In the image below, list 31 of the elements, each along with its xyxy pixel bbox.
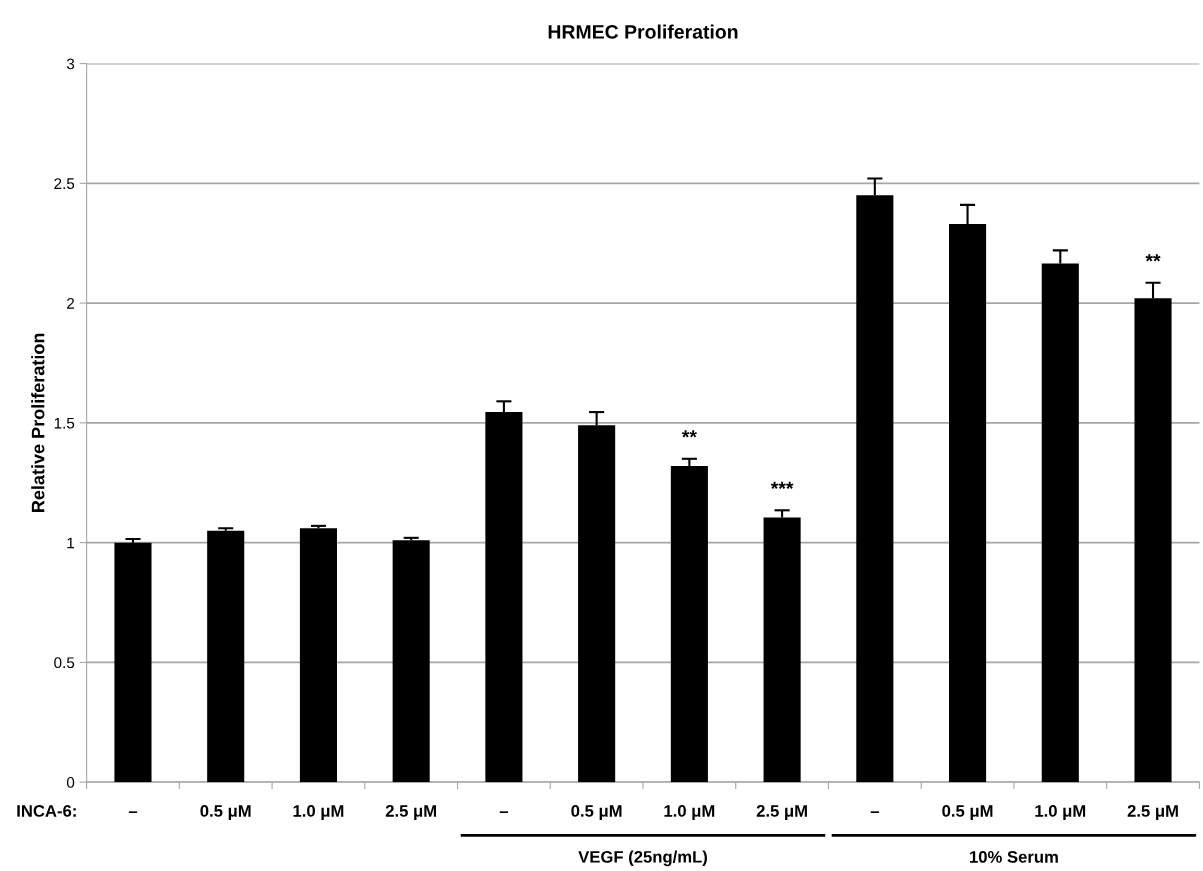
y-tick-label: 1.5 [54, 417, 75, 429]
bar [207, 530, 245, 783]
text: VEGF (25ng/mL) [578, 850, 707, 867]
x-tick-label: – [128, 811, 138, 813]
x-tick-label: 1.0 μM [293, 805, 344, 821]
x-tick-label: 2.5 μM [756, 805, 807, 821]
chart-title: HRMEC Proliferation [548, 24, 738, 39]
y-tick-label: 2.5 [54, 178, 75, 190]
x-tick-label: 1.0 μM [664, 805, 715, 821]
y-axis-title: Relative Proliferation [31, 333, 45, 512]
x-tick-label: 0.5 μM [942, 805, 993, 821]
x-tick-label: 2.5 μM [385, 805, 436, 821]
y-tick-label: 1 [67, 537, 75, 549]
y-tick-label: 0.5 [54, 657, 75, 669]
bar [114, 542, 152, 783]
x-tick-label: 1.0 μM [1035, 805, 1086, 821]
x-tick-label: 0.5 μM [200, 805, 251, 821]
annotation: *** [770, 481, 794, 490]
x-tick-label: 2.5 μM [1127, 805, 1178, 821]
annotation: ** [1145, 254, 1161, 262]
x-tick-label: – [499, 811, 509, 813]
y-tick-label: 3 [66, 58, 75, 70]
bar [392, 540, 430, 783]
text: 10% Serum [970, 851, 1058, 863]
bar [299, 528, 337, 783]
y-tick-label: 2 [67, 297, 75, 309]
y-tick-label: 0 [66, 777, 75, 788]
annotation: ** [681, 430, 697, 438]
x-tick-label: – [870, 811, 879, 813]
text: INCA-6: [17, 805, 76, 817]
x-tick-label: 0.5 μM [571, 805, 622, 821]
